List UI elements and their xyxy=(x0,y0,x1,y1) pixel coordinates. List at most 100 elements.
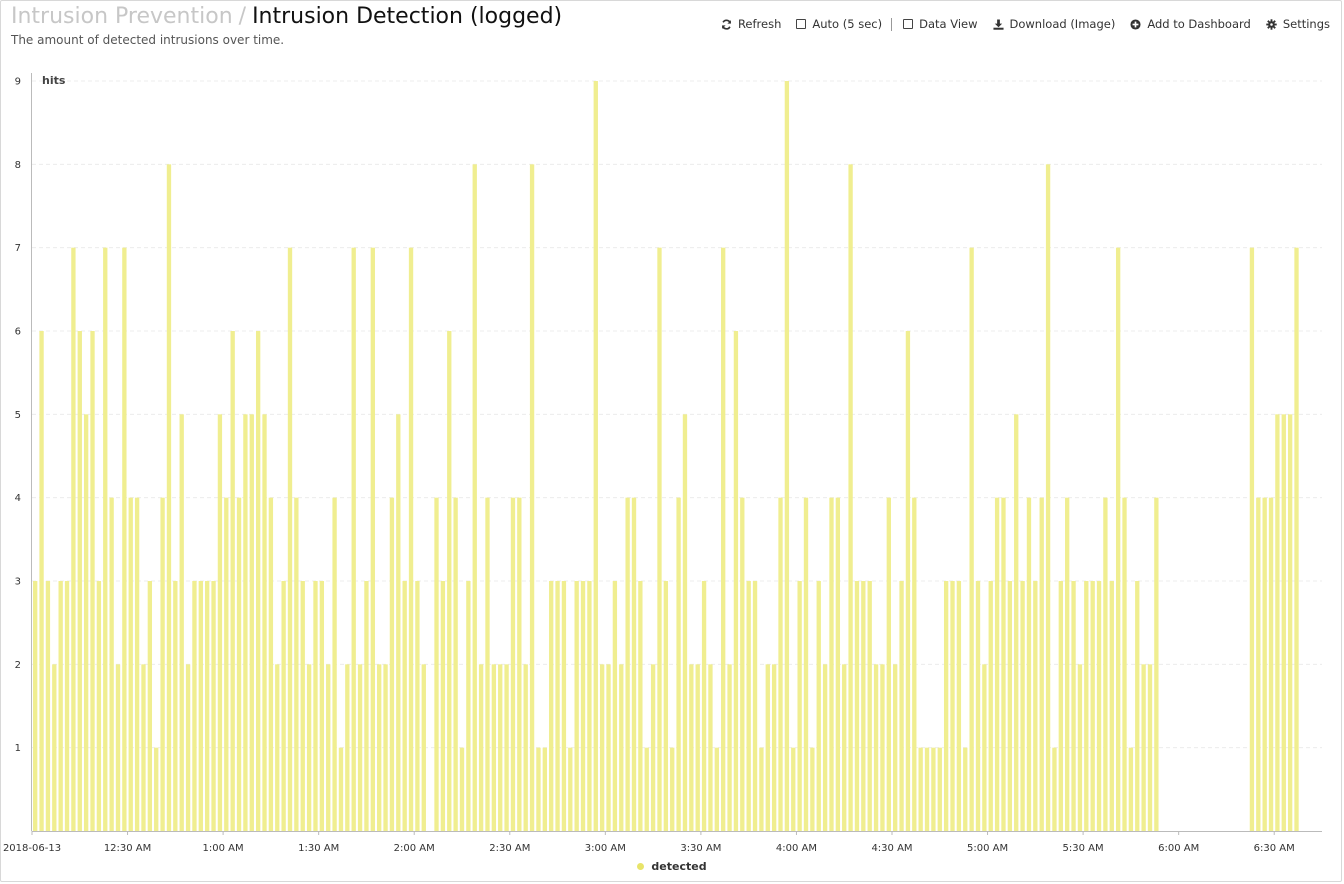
bar xyxy=(784,81,790,831)
bar xyxy=(816,581,821,831)
bar xyxy=(58,581,63,831)
bar xyxy=(287,247,293,831)
bar xyxy=(466,581,471,831)
bar xyxy=(1026,497,1032,831)
x-tick-label: 1:30 AM xyxy=(298,843,339,854)
bar xyxy=(714,747,719,831)
bar xyxy=(810,747,815,831)
bar xyxy=(83,414,89,831)
bar xyxy=(842,664,847,831)
bar xyxy=(166,164,172,832)
bar xyxy=(873,664,879,831)
bar xyxy=(402,581,407,831)
bar xyxy=(498,664,503,831)
bar xyxy=(631,497,637,831)
bar xyxy=(281,581,286,831)
bars-layer xyxy=(33,81,1299,832)
bar xyxy=(332,497,337,831)
bar xyxy=(396,414,401,831)
bar xyxy=(300,581,305,831)
y-tick-label: 2 xyxy=(15,660,21,671)
axis-layer: 1 2 3 4 5 6 7 8 9 2018-06-13 12:30 AM 1:00 AM 1:30 A… xyxy=(3,73,1322,854)
bar xyxy=(943,581,949,831)
bar xyxy=(721,247,726,831)
bar xyxy=(491,664,497,831)
bar xyxy=(1065,497,1070,831)
data-view-checkbox[interactable]: Data View xyxy=(903,17,978,31)
bar xyxy=(886,497,891,831)
bar xyxy=(236,497,242,831)
bar xyxy=(1020,581,1025,831)
download-label: Download (Image) xyxy=(1009,17,1116,31)
y-tick-label: 4 xyxy=(15,493,21,504)
y-axis-label: hits xyxy=(42,74,66,87)
bar xyxy=(854,581,860,831)
bar xyxy=(536,747,541,831)
legend-label[interactable]: detected xyxy=(651,860,707,873)
bar xyxy=(1007,581,1013,831)
bar xyxy=(351,247,356,831)
bar xyxy=(185,664,191,831)
y-tick-label: 1 xyxy=(15,743,21,754)
bar xyxy=(746,581,751,831)
bar xyxy=(899,581,904,831)
bar xyxy=(33,581,38,831)
bar xyxy=(326,664,331,831)
x-tick-label: 3:30 AM xyxy=(680,843,721,854)
bar xyxy=(1268,497,1274,831)
bar xyxy=(733,331,739,831)
bar xyxy=(956,581,962,831)
bar xyxy=(924,747,930,831)
bar xyxy=(695,664,700,831)
bar xyxy=(383,664,388,831)
bar xyxy=(224,497,229,831)
bar xyxy=(421,664,426,831)
bar xyxy=(115,664,121,831)
bar xyxy=(1052,747,1057,831)
bar xyxy=(619,664,624,831)
bar xyxy=(549,581,554,831)
bar xyxy=(211,581,216,831)
bar xyxy=(179,414,184,831)
bar xyxy=(791,747,796,831)
bar xyxy=(1281,414,1286,831)
x-tick-label: 3:00 AM xyxy=(585,843,626,854)
add-to-dashboard-button[interactable]: Add to Dashboard xyxy=(1130,17,1251,31)
breadcrumb-current: Intrusion Detection (logged) xyxy=(252,4,563,29)
page-subtitle: The amount of detected intrusions over t… xyxy=(11,33,285,47)
bar xyxy=(1141,664,1146,831)
chart-legend: detected xyxy=(0,860,1344,873)
bar xyxy=(192,581,197,831)
bar xyxy=(517,497,522,831)
bar xyxy=(1275,414,1280,831)
bar xyxy=(612,581,618,831)
bar xyxy=(1135,581,1140,831)
bar xyxy=(1109,581,1114,831)
bar xyxy=(255,331,261,831)
download-image-button[interactable]: Download (Image) xyxy=(992,17,1116,31)
bar xyxy=(988,581,993,831)
bar xyxy=(459,747,465,831)
bar xyxy=(45,581,51,831)
bar xyxy=(96,581,102,831)
auto-refresh-checkbox[interactable]: Auto (5 sec) xyxy=(796,17,882,31)
bar xyxy=(822,664,828,831)
bar xyxy=(606,664,611,831)
bar xyxy=(1103,497,1108,831)
bar xyxy=(542,747,547,831)
breadcrumb-parent[interactable]: Intrusion Prevention xyxy=(11,4,233,29)
bar xyxy=(1147,664,1153,831)
data-view-label: Data View xyxy=(919,17,978,31)
refresh-button[interactable]: Refresh xyxy=(721,17,781,31)
settings-button[interactable]: Settings xyxy=(1266,17,1330,31)
bar xyxy=(975,581,981,831)
bar xyxy=(128,497,133,831)
bar xyxy=(638,581,643,831)
page-title: Intrusion Prevention / Intrusion Detection… xyxy=(11,4,562,30)
bar xyxy=(1001,497,1006,831)
bar xyxy=(198,581,203,831)
bar xyxy=(555,581,560,831)
bar xyxy=(141,664,146,831)
bar xyxy=(447,331,452,831)
